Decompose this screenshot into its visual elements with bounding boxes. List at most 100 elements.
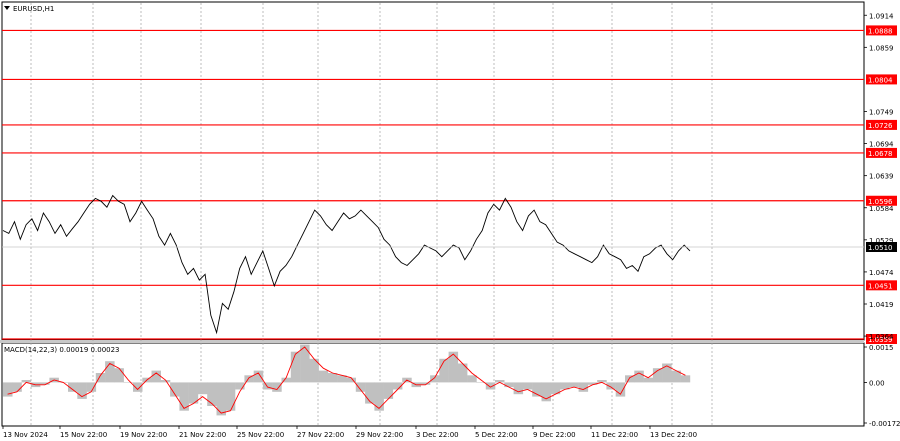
time-tick-label: 29 Nov 22:00: [356, 431, 403, 439]
price-tick-label: 1.0694: [869, 141, 894, 149]
macd-bar: [485, 382, 496, 390]
macd-bar: [495, 380, 505, 383]
macd-bar: [123, 382, 134, 383]
macd-bar: [625, 375, 635, 383]
macd-bar: [21, 380, 32, 383]
level-label: 1.0596: [868, 198, 893, 206]
level-label: 1.0726: [868, 122, 893, 130]
price-tick-label: 1.0914: [869, 12, 894, 20]
macd-bar: [262, 382, 273, 390]
macd-bar: [198, 382, 208, 395]
macd-bar: [40, 382, 50, 385]
time-tick-label: 19 Nov 22:00: [120, 431, 167, 439]
macd-bar: [77, 382, 87, 399]
macd-bar: [467, 375, 477, 383]
time-tick-label: 27 Nov 22:00: [297, 431, 344, 439]
macd-bar: [114, 368, 124, 383]
macd-signal-line: [7, 346, 686, 414]
price-tick-label: 1.0584: [869, 205, 894, 213]
macd-bar: [86, 382, 97, 392]
macd-bar: [634, 370, 644, 383]
macd-bar: [272, 382, 282, 392]
level-badge: [866, 280, 897, 291]
macd-bar: [160, 380, 171, 383]
macd-bar: [207, 382, 217, 406]
macd-bar: [383, 382, 394, 399]
macd-bar: [392, 382, 403, 390]
macd-bar: [550, 382, 561, 395]
price-axis: 1.09141.08591.07491.06941.06391.05841.05…: [864, 12, 894, 341]
macd-bar: [374, 382, 384, 411]
triangle-down-icon[interactable]: [4, 6, 10, 10]
price-series: [2, 194, 691, 335]
time-tick-label: 13 Nov 2024: [3, 431, 48, 439]
macd-bar: [680, 375, 691, 383]
level-badge: [866, 119, 897, 130]
level-label: 1.0804: [868, 76, 893, 84]
macd-bar: [3, 382, 13, 397]
time-tick-label: 5 Dec 22:00: [475, 431, 518, 439]
price-tick-label: 1.0474: [869, 269, 894, 277]
macd-bar: [522, 382, 533, 390]
macd-bar: [578, 382, 589, 392]
level-badge: [866, 147, 897, 158]
macd-bar: [420, 382, 431, 385]
price-tick-label: 1.0364: [869, 333, 894, 341]
level-label: 1.0359: [868, 336, 893, 344]
level-label: 1.0678: [868, 150, 893, 158]
macd-bar: [569, 382, 579, 388]
macd-bar: [318, 370, 329, 383]
macd-bar: [671, 370, 681, 383]
macd-signal-line: [7, 346, 686, 414]
macd-axis: 0.0015 0.00 -0.00172: [864, 344, 900, 428]
macd-bar: [513, 382, 524, 395]
macd-bar: [95, 373, 106, 383]
macd-tick-label: 0.00: [869, 379, 885, 387]
macd-bar: [244, 375, 254, 383]
macd-bar: [355, 382, 366, 392]
price-tick-label: 1.0749: [869, 109, 894, 117]
macd-bar: [253, 370, 264, 383]
current-price-badge: [866, 242, 897, 252]
macd-bar: [309, 358, 319, 383]
macd-bar: [365, 382, 375, 404]
macd-bar: [170, 382, 180, 397]
price-tick-label: 1.0419: [869, 301, 894, 309]
macd-bar: [662, 363, 672, 383]
time-tick-label: 13 Dec 22:00: [650, 431, 697, 439]
level-label: 1.0451: [868, 282, 893, 290]
macd-bar: [179, 382, 189, 411]
macd-bar: [597, 380, 607, 383]
time-tick-label: 15 Nov 22:00: [60, 431, 107, 439]
macd-histogram: [3, 344, 691, 416]
macd-bar: [281, 377, 291, 383]
price-tick-label: 1.0859: [869, 44, 894, 52]
level-badge: [866, 195, 897, 206]
time-axis: 13 Nov 2024 15 Nov 22:00 19 Nov 22:00 21 No…: [2, 426, 697, 439]
macd-bar: [587, 382, 598, 385]
macd-bar: [430, 375, 440, 383]
pane-separator[interactable]: [0, 340, 864, 343]
macd-bar: [615, 382, 626, 397]
macd-bar: [235, 382, 245, 390]
time-tick-label: 11 Dec 22:00: [591, 431, 638, 439]
time-tick-label: 9 Dec 22:00: [533, 431, 576, 439]
macd-bar: [12, 382, 22, 392]
price-tick-label: 1.0529: [869, 237, 894, 245]
price-tick-label: 1.0639: [869, 173, 894, 181]
support-resistance-levels[interactable]: 1.0888 1.0804 1.0726 1.0678 1.0596 1.0451 1.03…: [2, 25, 897, 344]
macd-bar: [606, 382, 616, 390]
macd-bar: [457, 363, 468, 383]
macd-bar: [439, 358, 449, 383]
macd-bar: [105, 361, 115, 383]
macd-bar: [541, 382, 551, 402]
level-badge: [866, 25, 897, 36]
price-line: [2, 194, 691, 335]
time-tick-label: 25 Nov 22:00: [237, 431, 284, 439]
macd-bar: [346, 377, 356, 383]
time-tick-label: 21 Nov 22:00: [179, 431, 226, 439]
macd-title: MACD(14,22,3) 0.00019 0.00023: [4, 346, 120, 354]
macd-bar: [300, 344, 310, 383]
macd-bar: [504, 382, 514, 388]
